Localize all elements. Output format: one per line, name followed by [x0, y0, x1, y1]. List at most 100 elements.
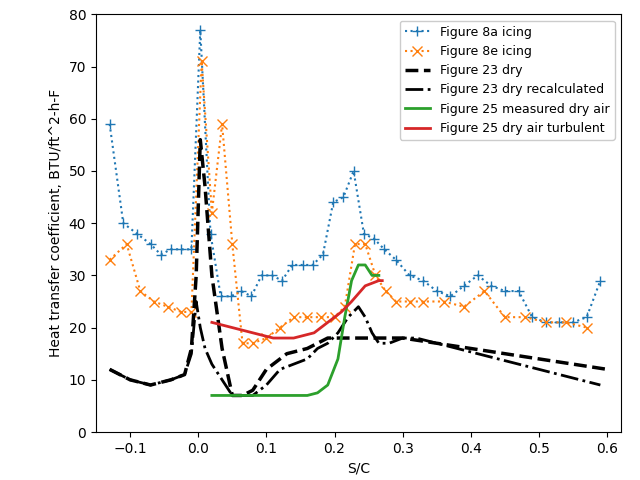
Figure 8a icing	[433, 288, 440, 294]
Figure 8a icing	[133, 231, 141, 237]
Line: Figure 25 measured dry air: Figure 25 measured dry air	[212, 265, 379, 396]
Figure 23 dry	[303, 346, 311, 351]
Figure 23 dry	[569, 361, 577, 367]
Figure 8a icing	[501, 288, 509, 294]
Figure 23 dry recalculated	[180, 372, 188, 377]
Figure 23 dry	[126, 377, 134, 383]
Figure 23 dry	[372, 335, 380, 341]
Figure 23 dry	[193, 273, 200, 278]
Figure 8e icing	[501, 314, 509, 320]
Figure 8e icing	[542, 320, 550, 325]
Figure 8e icing	[331, 314, 339, 320]
Figure 23 dry recalculated	[596, 382, 604, 388]
Figure 23 dry	[535, 356, 543, 362]
Figure 8a icing	[120, 220, 127, 226]
Figure 8a icing	[147, 241, 154, 247]
Figure 8e icing	[150, 299, 158, 304]
Figure 25 dry air turbulent	[337, 309, 345, 315]
Figure 25 measured dry air	[314, 390, 321, 396]
Figure 23 dry recalculated	[147, 382, 154, 388]
Figure 8a icing	[309, 262, 317, 268]
Figure 23 dry recalculated	[303, 356, 311, 362]
Figure 8a icing	[237, 288, 245, 294]
Line: Figure 8a icing: Figure 8a icing	[105, 25, 605, 327]
Figure 25 measured dry air	[375, 273, 383, 278]
Figure 8e icing	[583, 325, 591, 331]
Figure 8a icing	[596, 278, 604, 284]
Figure 8e icing	[460, 304, 468, 310]
Figure 23 dry	[344, 335, 352, 341]
Figure 8e icing	[481, 288, 488, 294]
Line: Figure 25 dry air turbulent: Figure 25 dry air turbulent	[212, 281, 382, 338]
Figure 8a icing	[217, 293, 225, 299]
Figure 8a icing	[583, 314, 591, 320]
Figure 8e icing	[303, 314, 311, 320]
Figure 8a icing	[227, 293, 235, 299]
Figure 8a icing	[488, 283, 495, 289]
Figure 25 measured dry air	[324, 382, 332, 388]
Figure 8a icing	[258, 273, 266, 278]
Figure 23 dry	[147, 382, 154, 388]
Figure 23 dry recalculated	[196, 325, 204, 331]
Figure 8e icing	[362, 241, 369, 247]
Figure 25 dry air turbulent	[324, 320, 332, 325]
Figure 25 measured dry air	[348, 278, 355, 284]
Figure 8a icing	[167, 246, 175, 252]
Figure 23 dry recalculated	[474, 351, 481, 357]
Figure 8e icing	[218, 121, 226, 127]
Figure 23 dry	[467, 346, 475, 351]
Figure 25 dry air turbulent	[269, 335, 277, 341]
Figure 8a icing	[392, 257, 400, 263]
Figure 8e icing	[249, 340, 257, 346]
Figure 23 dry recalculated	[515, 361, 522, 367]
Figure 25 dry air turbulent	[348, 299, 355, 304]
Figure 8a icing	[569, 320, 577, 325]
Figure 25 measured dry air	[249, 393, 257, 398]
Figure 8a icing	[268, 273, 276, 278]
Figure 23 dry recalculated	[249, 393, 257, 398]
Figure 23 dry recalculated	[362, 314, 369, 320]
Figure 23 dry recalculated	[334, 330, 342, 336]
Figure 8e icing	[563, 320, 570, 325]
Figure 8a icing	[370, 236, 378, 242]
Figure 23 dry	[249, 387, 257, 393]
Figure 23 dry recalculated	[188, 351, 195, 357]
Figure 8a icing	[106, 121, 113, 127]
Figure 23 dry recalculated	[324, 340, 332, 346]
Figure 23 dry	[399, 335, 406, 341]
Figure 23 dry recalculated	[218, 377, 226, 383]
X-axis label: S/C: S/C	[347, 461, 370, 475]
Figure 8e icing	[351, 241, 359, 247]
Figure 8e icing	[136, 288, 144, 294]
Figure 25 measured dry air	[362, 262, 369, 268]
Figure 23 dry	[228, 393, 236, 398]
Figure 8e icing	[317, 314, 324, 320]
Figure 8e icing	[239, 340, 246, 346]
Figure 8a icing	[299, 262, 307, 268]
Figure 23 dry recalculated	[433, 340, 440, 346]
Figure 8e icing	[276, 325, 284, 331]
Figure 8a icing	[157, 252, 164, 257]
Figure 8a icing	[248, 293, 255, 299]
Figure 25 measured dry air	[303, 393, 311, 398]
Figure 8e icing	[188, 309, 195, 315]
Figure 8a icing	[447, 293, 454, 299]
Figure 23 dry	[433, 340, 440, 346]
Figure 23 dry recalculated	[314, 346, 321, 351]
Figure 23 dry recalculated	[228, 393, 236, 398]
Figure 8e icing	[198, 59, 205, 64]
Figure 23 dry recalculated	[453, 346, 461, 351]
Figure 23 dry recalculated	[368, 330, 376, 336]
Legend: Figure 8a icing, Figure 8e icing, Figure 23 dry, Figure 23 dry recalculated, Fig: Figure 8a icing, Figure 8e icing, Figure…	[400, 21, 614, 140]
Figure 23 dry recalculated	[290, 361, 298, 367]
Figure 25 measured dry air	[290, 393, 298, 398]
Figure 25 measured dry air	[276, 393, 284, 398]
Figure 8a icing	[177, 246, 185, 252]
Figure 8e icing	[290, 314, 298, 320]
Figure 23 dry	[239, 393, 246, 398]
Y-axis label: Heat transfer coefficient, BTU/ft^2-h-F: Heat transfer coefficient, BTU/ft^2-h-F	[49, 89, 63, 357]
Figure 23 dry	[167, 377, 175, 383]
Figure 23 dry	[196, 137, 204, 143]
Figure 25 dry air turbulent	[208, 320, 216, 325]
Figure 23 dry	[188, 346, 195, 351]
